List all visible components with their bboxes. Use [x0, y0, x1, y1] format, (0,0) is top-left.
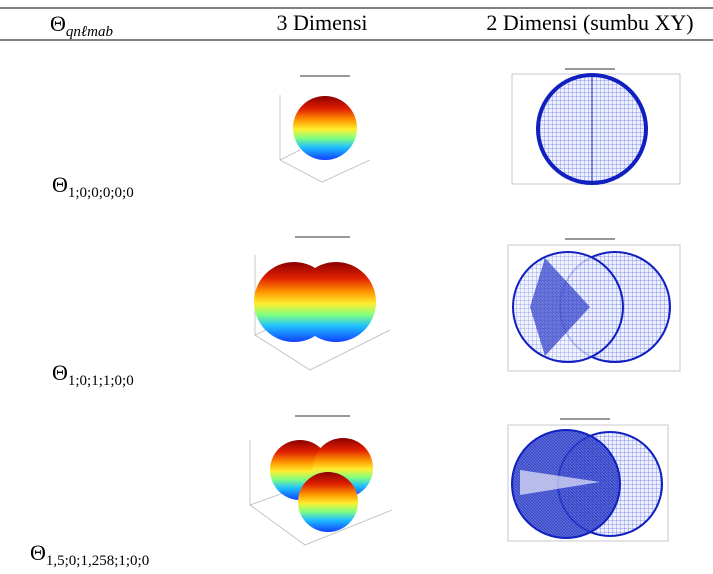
plot-3d — [250, 415, 392, 545]
plot-caption — [565, 238, 615, 240]
symbol: Θ — [52, 360, 68, 385]
sphere — [293, 96, 357, 160]
header-cell: 3 Dimensi — [276, 10, 367, 35]
plot-2d — [512, 68, 680, 184]
row-label: Θ1;0;1;1;0;0 — [52, 360, 134, 389]
subscript: 1;0;0;0;0;0 — [68, 185, 134, 201]
plot-caption — [565, 68, 615, 70]
symbol: Θ — [52, 172, 68, 197]
plot-caption — [560, 418, 610, 420]
page: {"table": { "header": [ {"symbol": "Θ", … — [0, 0, 713, 574]
row-label: Θ1;0;0;0;0;0 — [52, 172, 134, 201]
subscript: 1;0;1;1;0;0 — [68, 373, 134, 389]
plot-caption — [295, 415, 350, 417]
sphere — [298, 472, 358, 532]
symbol: Θ — [50, 11, 66, 36]
header-cell: Θqnℓmab — [50, 11, 113, 40]
plot-caption — [295, 236, 350, 238]
subscript: 1,5;0;1,258;1;0;0 — [46, 553, 149, 569]
plot-3d — [254, 236, 390, 370]
plot-3d — [280, 75, 370, 182]
plot-2d — [508, 418, 668, 541]
subscript: qnℓmab — [66, 24, 114, 40]
document-table: Θqnℓmab 3 Dimensi 2 Dimensi (sumbu XY) Θ… — [0, 0, 713, 574]
symbol: Θ — [30, 540, 46, 565]
plot-2d — [508, 238, 680, 371]
header-cell: 2 Dimensi (sumbu XY) — [486, 10, 693, 35]
plot-caption — [300, 75, 350, 77]
row-label: Θ1,5;0;1,258;1;0;0 — [30, 540, 149, 569]
sphere — [296, 262, 376, 342]
